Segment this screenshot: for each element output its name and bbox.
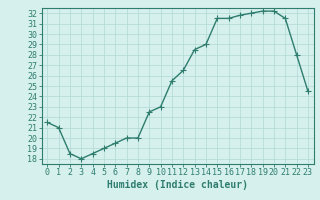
X-axis label: Humidex (Indice chaleur): Humidex (Indice chaleur) xyxy=(107,180,248,190)
